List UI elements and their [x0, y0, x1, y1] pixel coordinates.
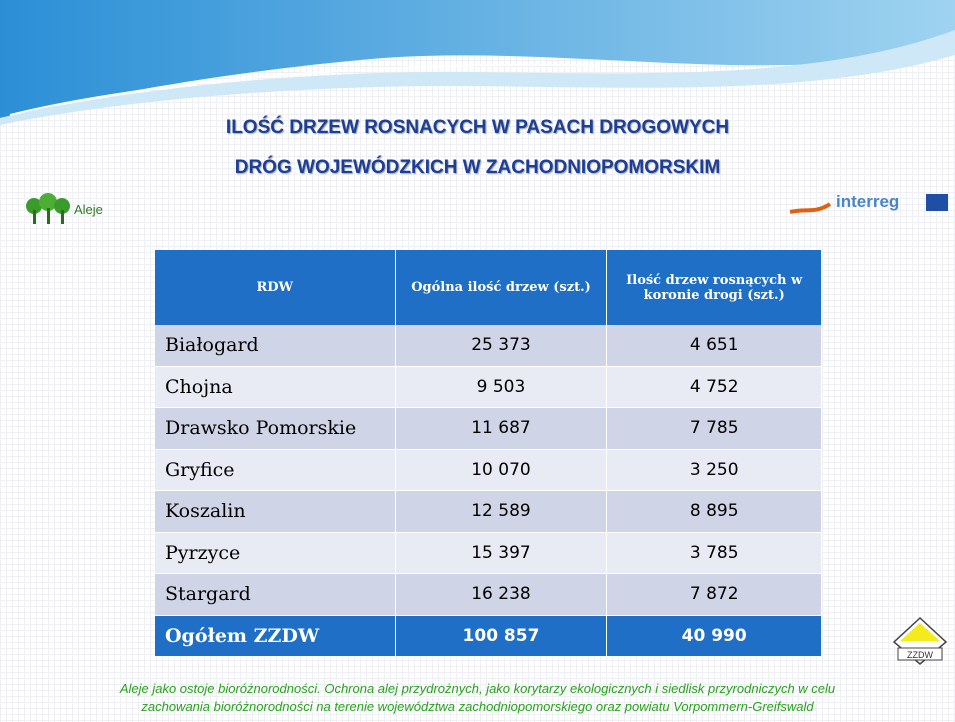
- table-cell: Białogard: [155, 325, 395, 366]
- table-cell: 9 503: [395, 366, 607, 408]
- column-header: Ilość drzew rosnących w koronie drogi (s…: [607, 250, 822, 325]
- table-cell: 25 373: [395, 325, 607, 366]
- footer-text: Aleje jako ostoje bioróżnorodności. Ochr…: [0, 681, 955, 696]
- table-cell: Drawsko Pomorskie: [155, 408, 395, 450]
- table-cell: 8 895: [607, 491, 822, 533]
- title: ILOŚĆ DRZEW ROSNACYCH W PASACH DROGOWYCH: [0, 117, 955, 139]
- table-cell: 100 857: [395, 615, 607, 657]
- table-cell: 4 651: [607, 325, 822, 366]
- table-cell: Gryfice: [155, 449, 395, 491]
- table-cell: 3 250: [607, 449, 822, 491]
- table-cell: 7 872: [607, 574, 822, 616]
- logo-text: ZZDW: [907, 650, 933, 660]
- title: DRÓG WOJEWÓDZKICH W ZACHODNIOPOMORSKIM: [0, 157, 955, 179]
- logo-text: interreg: [836, 192, 899, 211]
- table-cell: 4 752: [607, 366, 822, 408]
- table-cell: 40 990: [607, 615, 822, 657]
- table-cell: 10 070: [395, 449, 607, 491]
- table-cell: 11 687: [395, 408, 607, 450]
- table-cell: Koszalin: [155, 491, 395, 533]
- logo-interreg: interreg: [790, 190, 950, 225]
- table-cell: Pyrzyce: [155, 532, 395, 574]
- footer-text: zachowania bioróżnorodności na terenie w…: [0, 699, 955, 714]
- table-cell: Stargard: [155, 574, 395, 616]
- slide: ILOŚĆ DRZEW ROSNACYCH W PASACH DROGOWYCH…: [0, 0, 955, 722]
- table-cell: 16 238: [395, 574, 607, 616]
- table-cell: 3 785: [607, 532, 822, 574]
- header-wave: [0, 0, 955, 125]
- table-cell: 7 785: [607, 408, 822, 450]
- table-cell: Ogółem ZZDW: [155, 615, 395, 657]
- logo-text: Aleje: [74, 202, 103, 217]
- logo-zzdw: ZZDW: [892, 616, 948, 666]
- table-cell: 12 589: [395, 491, 607, 533]
- table-cell: 15 397: [395, 532, 607, 574]
- logo-aleje: Aleje: [22, 192, 172, 230]
- column-header: Ogólna ilość drzew (szt.): [395, 250, 607, 325]
- table-cell: Chojna: [155, 366, 395, 408]
- column-header: RDW: [155, 250, 395, 325]
